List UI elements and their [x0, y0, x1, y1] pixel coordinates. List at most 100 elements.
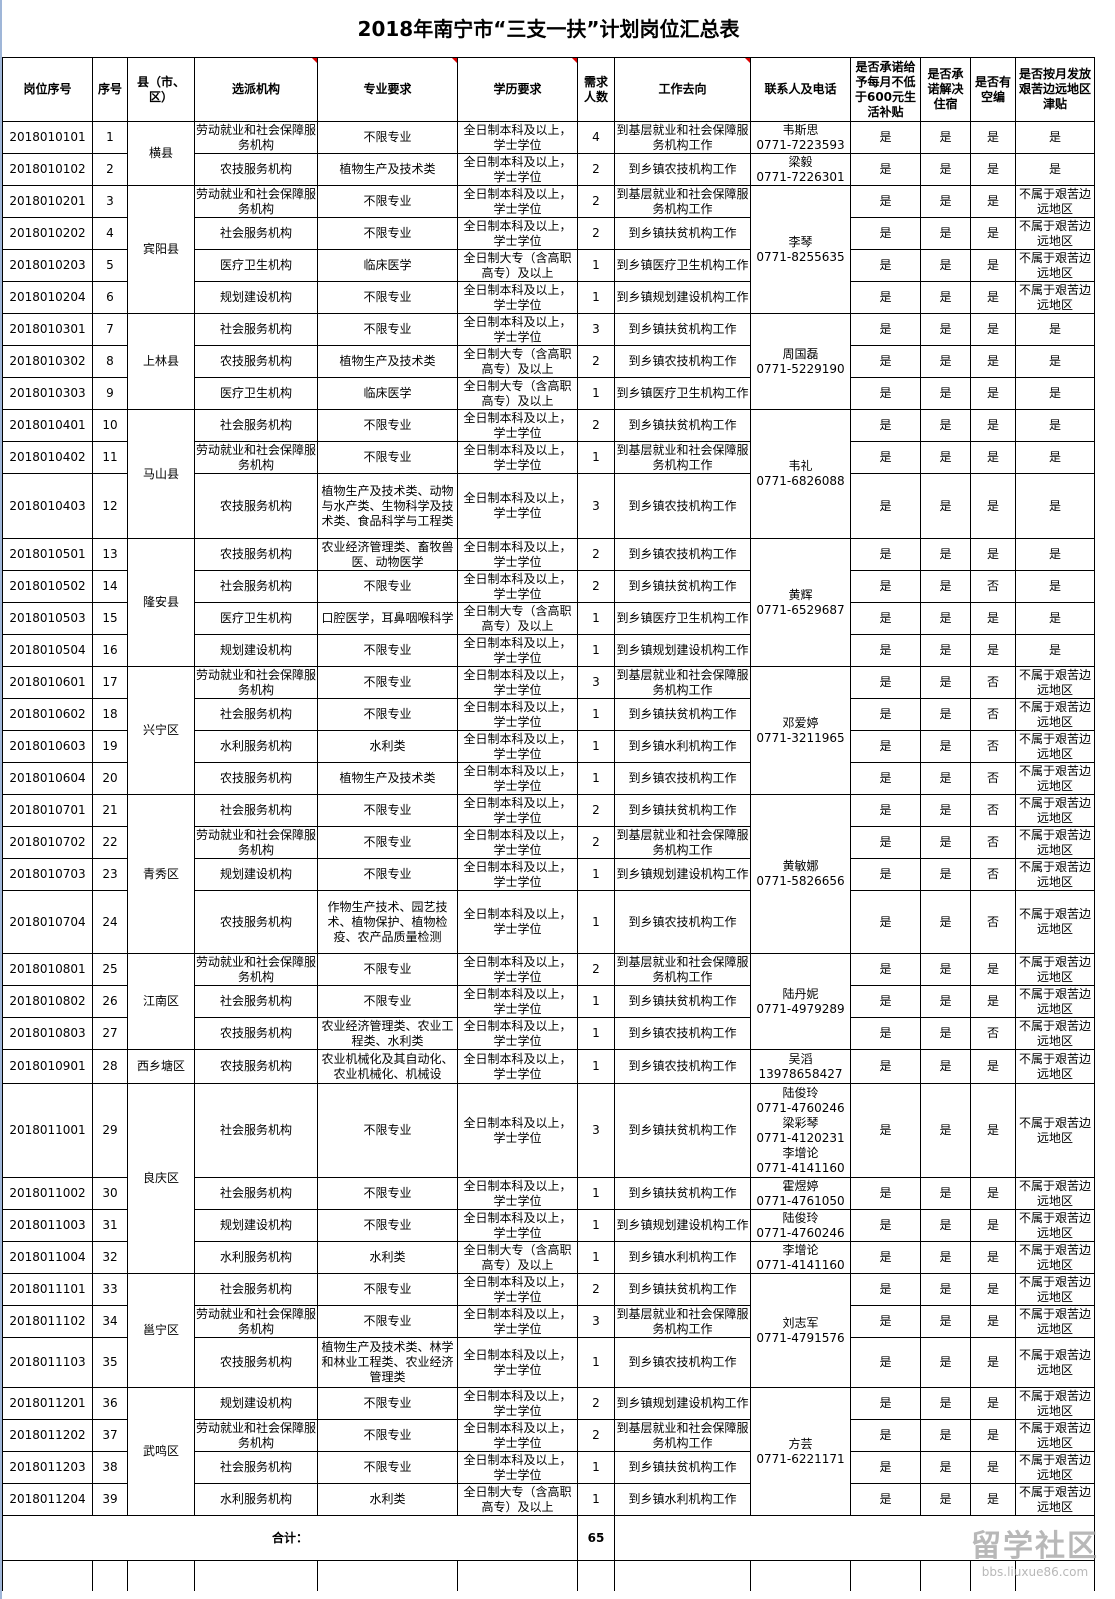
housing-cell: 是 — [920, 1273, 971, 1306]
contact-cell: 李增论 0771-4141160 — [750, 1241, 851, 1274]
work-destination-cell: 到乡镇农技机构工作 — [614, 1337, 751, 1388]
work-destination-cell: 到乡镇扶贫机构工作 — [614, 1177, 751, 1210]
contact-cell: 黄辉 0771-6529687 — [750, 538, 851, 667]
education-cell: 全日制本科及以上，学士学位 — [457, 1017, 578, 1050]
vacancy-cell: 是 — [970, 1337, 1016, 1388]
work-destination-cell: 到乡镇农技机构工作 — [614, 153, 751, 186]
contact-cell: 黄敏娜 0771-5826656 — [750, 794, 851, 954]
work-destination-cell: 到基层就业和社会保障服务机构工作 — [614, 826, 751, 859]
seq-cell: 26 — [92, 985, 128, 1018]
empty-cell — [850, 1560, 921, 1591]
living-subsidy-cell: 是 — [850, 441, 921, 474]
living-subsidy-cell: 是 — [850, 953, 921, 986]
seq-cell: 31 — [92, 1209, 128, 1242]
header-housing: 是否承诺解决住宿 — [920, 57, 971, 122]
dispatch-org-cell: 社会服务机构 — [194, 985, 318, 1018]
position-id-cell: 2018010603 — [2, 730, 93, 763]
seq-cell: 20 — [92, 762, 128, 795]
living-subsidy-cell: 是 — [850, 1049, 921, 1084]
header-headcount: 需求人数 — [577, 57, 615, 122]
education-cell: 全日制本科及以上，学士学位 — [457, 1451, 578, 1484]
contact-cell: 周国磊 0771-5229190 — [750, 313, 851, 410]
table-row: 2018011204 39 水利服务机构 水利类 全日制大专（含高职高专）及以上 1 到乡镇… — [2, 1483, 1096, 1516]
headcount-cell: 3 — [577, 666, 615, 699]
work-destination-cell: 到乡镇规划建设机构工作 — [614, 1209, 751, 1242]
table-row: 2018010204 6 规划建设机构 不限专业 全日制本科及以上，学士学位 1 到乡镇规划… — [2, 281, 1096, 314]
living-subsidy-cell: 是 — [850, 153, 921, 186]
county-cell: 邕宁区 — [127, 1273, 195, 1388]
housing-cell: 是 — [920, 1083, 971, 1178]
position-id-cell: 2018011203 — [2, 1451, 93, 1484]
hardship-allowance-cell: 不属于艰苦边远地区 — [1014, 1273, 1096, 1306]
headcount-cell: 1 — [577, 1337, 615, 1388]
table-row: 2018011101 33 邕宁区 社会服务机构 不限专业 全日制本科及以上，学士学位 2 到… — [2, 1273, 1096, 1388]
education-cell: 全日制本科及以上，学士学位 — [457, 570, 578, 603]
position-id-cell: 2018010701 — [2, 794, 93, 827]
major-cell: 不限专业 — [317, 698, 458, 731]
dispatch-org-cell: 农技服务机构 — [194, 1049, 318, 1084]
position-id-cell: 2018010403 — [2, 473, 93, 539]
header-seq: 序号 — [92, 57, 128, 122]
work-destination-cell: 到乡镇水利机构工作 — [614, 1241, 751, 1274]
headcount-cell: 1 — [577, 441, 615, 474]
header-dispatch-org: 选派机构 — [194, 57, 318, 122]
work-destination-cell: 到基层就业和社会保障服务机构工作 — [614, 441, 751, 474]
living-subsidy-cell: 是 — [850, 1337, 921, 1388]
hardship-allowance-cell: 是 — [1014, 345, 1096, 378]
position-id-cell: 2018010301 — [2, 313, 93, 346]
headcount-cell: 1 — [577, 1241, 615, 1274]
seq-cell: 19 — [92, 730, 128, 763]
headcount-cell: 3 — [577, 1305, 615, 1338]
major-cell: 不限专业 — [317, 666, 458, 699]
living-subsidy-cell: 是 — [850, 890, 921, 954]
living-subsidy-cell: 是 — [850, 1387, 921, 1420]
housing-cell: 是 — [920, 121, 971, 154]
housing-cell: 是 — [920, 666, 971, 699]
contact-cell: 韦礼 0771-6826088 — [750, 409, 851, 539]
housing-cell: 是 — [920, 858, 971, 891]
empty-cell — [457, 1560, 578, 1591]
living-subsidy-cell: 是 — [850, 249, 921, 282]
seq-cell: 34 — [92, 1305, 128, 1338]
hardship-allowance-cell: 是 — [1014, 409, 1096, 442]
dispatch-org-cell: 社会服务机构 — [194, 698, 318, 731]
housing-cell: 是 — [920, 345, 971, 378]
living-subsidy-cell: 是 — [850, 121, 921, 154]
table-row: 2018010201 3 宾阳县 劳动就业和社会保障服务机构 不限专业 全日制本科及以上，… — [2, 185, 1096, 314]
major-cell: 不限专业 — [317, 794, 458, 827]
header-living-subsidy: 是否承诺给予每月不低于600元生活补贴 — [850, 57, 921, 122]
education-cell: 全日制本科及以上，学士学位 — [457, 634, 578, 667]
living-subsidy-cell: 是 — [850, 538, 921, 571]
seq-cell: 28 — [92, 1049, 128, 1084]
hardship-allowance-cell: 不属于艰苦边远地区 — [1014, 1483, 1096, 1516]
headcount-cell: 1 — [577, 698, 615, 731]
hardship-allowance-cell: 不属于艰苦边远地区 — [1014, 666, 1096, 699]
position-id-cell: 2018010702 — [2, 826, 93, 859]
table-row: 2018010802 26 社会服务机构 不限专业 全日制本科及以上，学士学位 1 到乡镇扶… — [2, 985, 1096, 1018]
housing-cell: 是 — [920, 313, 971, 346]
position-id-cell: 2018011204 — [2, 1483, 93, 1516]
empty-cell — [127, 1560, 195, 1591]
major-cell: 临床医学 — [317, 377, 458, 410]
living-subsidy-cell: 是 — [850, 217, 921, 250]
dispatch-org-cell: 劳动就业和社会保障服务机构 — [194, 953, 318, 986]
housing-cell: 是 — [920, 826, 971, 859]
education-cell: 全日制本科及以上，学士学位 — [457, 441, 578, 474]
county-cell: 宾阳县 — [127, 185, 195, 314]
hardship-allowance-cell: 不属于艰苦边远地区 — [1014, 249, 1096, 282]
position-id-cell: 2018010101 — [2, 121, 93, 154]
dispatch-org-cell: 水利服务机构 — [194, 1241, 318, 1274]
education-cell: 全日制本科及以上，学士学位 — [457, 217, 578, 250]
major-cell: 不限专业 — [317, 441, 458, 474]
seq-cell: 2 — [92, 153, 128, 186]
education-cell: 全日制大专（含高职高专）及以上 — [457, 1241, 578, 1274]
major-cell: 不限专业 — [317, 634, 458, 667]
living-subsidy-cell: 是 — [850, 794, 921, 827]
living-subsidy-cell: 是 — [850, 409, 921, 442]
major-cell: 不限专业 — [317, 985, 458, 1018]
position-id-cell: 2018011102 — [2, 1305, 93, 1338]
housing-cell: 是 — [920, 953, 971, 986]
major-cell: 不限专业 — [317, 1305, 458, 1338]
county-cell: 青秀区 — [127, 794, 195, 954]
living-subsidy-cell: 是 — [850, 666, 921, 699]
